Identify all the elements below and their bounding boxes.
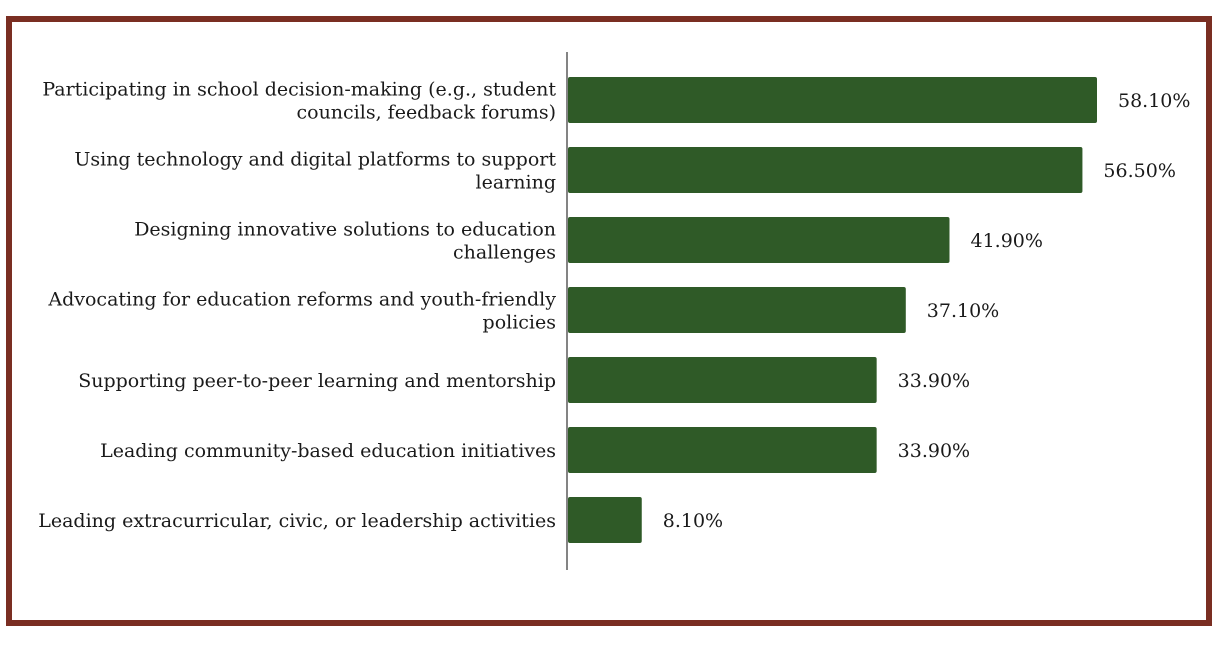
bars-group — [568, 77, 1097, 543]
value-label-6: 8.10% — [663, 510, 723, 532]
category-label-0: Participating in school decision-making … — [42, 79, 556, 124]
category-label-1-line-0: Using technology and digital platforms t… — [74, 149, 556, 171]
category-label-1: Using technology and digital platforms t… — [74, 149, 556, 194]
category-label-2-line-0: Designing innovative solutions to educat… — [134, 219, 556, 241]
category-label-0-line-1: councils, feedback forums) — [296, 102, 556, 124]
value-labels-group: 58.10% 56.50% 41.90% 37.10% 33.90% 33.90% 8.10… — [663, 90, 1191, 532]
value-label-1: 56.50% — [1103, 160, 1175, 182]
category-label-3-line-1: policies — [483, 312, 556, 334]
category-label-3: Advocating for education reforms and you… — [47, 289, 556, 334]
category-label-5-line-0: Leading community-based education initia… — [100, 440, 556, 462]
category-label-2-line-1: challenges — [453, 242, 556, 264]
bar-4 — [568, 357, 877, 403]
category-label-6: Leading extracurricular, civic, or leade… — [38, 510, 556, 532]
value-label-0: 58.10% — [1118, 90, 1190, 112]
category-label-5: Leading community-based education initia… — [100, 440, 556, 462]
category-label-6-line-0: Leading extracurricular, civic, or leade… — [38, 510, 556, 532]
value-label-4: 33.90% — [898, 370, 970, 392]
category-label-2: Designing innovative solutions to educat… — [134, 219, 556, 264]
bar-1 — [568, 147, 1083, 193]
bar-0 — [568, 77, 1097, 123]
category-label-4-line-0: Supporting peer-to-peer learning and men… — [78, 370, 556, 392]
value-label-2: 41.90% — [970, 230, 1042, 252]
category-label-4: Supporting peer-to-peer learning and men… — [78, 370, 556, 392]
bar-2 — [568, 217, 950, 263]
bar-6 — [568, 497, 642, 543]
value-label-5: 33.90% — [898, 440, 970, 462]
category-label-0-line-0: Participating in school decision-making … — [42, 79, 556, 101]
bar-5 — [568, 427, 877, 473]
category-labels-group: Participating in school decision-making … — [38, 79, 556, 533]
category-label-3-line-0: Advocating for education reforms and you… — [47, 289, 556, 311]
bar-3 — [568, 287, 906, 333]
value-label-3: 37.10% — [927, 300, 999, 322]
category-label-1-line-1: learning — [476, 172, 556, 194]
